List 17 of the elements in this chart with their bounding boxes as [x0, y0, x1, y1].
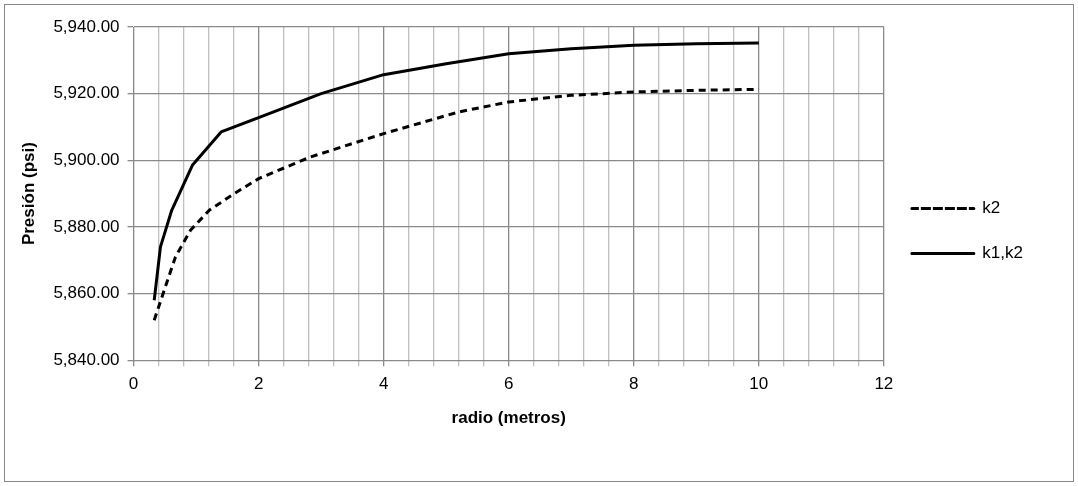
legend-label: k2	[982, 198, 1001, 218]
x-axis-title: radio (metros)	[451, 408, 566, 428]
x-tick-label: 2	[253, 374, 264, 394]
legend-label: k1,k2	[982, 243, 1024, 263]
x-tick-label: 6	[503, 374, 514, 394]
x-tick-label: 4	[378, 374, 389, 394]
x-tick-label: 0	[128, 374, 139, 394]
y-tick-label: 5,900.00	[53, 149, 120, 169]
x-tick-label: 8	[629, 374, 639, 394]
y-tick-label: 5,920.00	[53, 83, 120, 103]
y-tick-label: 5,880.00	[53, 216, 120, 236]
x-tick-label: 12	[874, 374, 894, 394]
y-tick-label: 5,840.00	[53, 349, 120, 369]
y-tick-label: 5,940.00	[53, 16, 120, 36]
x-tick-label: 10	[749, 374, 769, 394]
y-axis-title: Presión (psi)	[18, 142, 38, 246]
y-tick-label: 5,860.00	[53, 283, 120, 303]
